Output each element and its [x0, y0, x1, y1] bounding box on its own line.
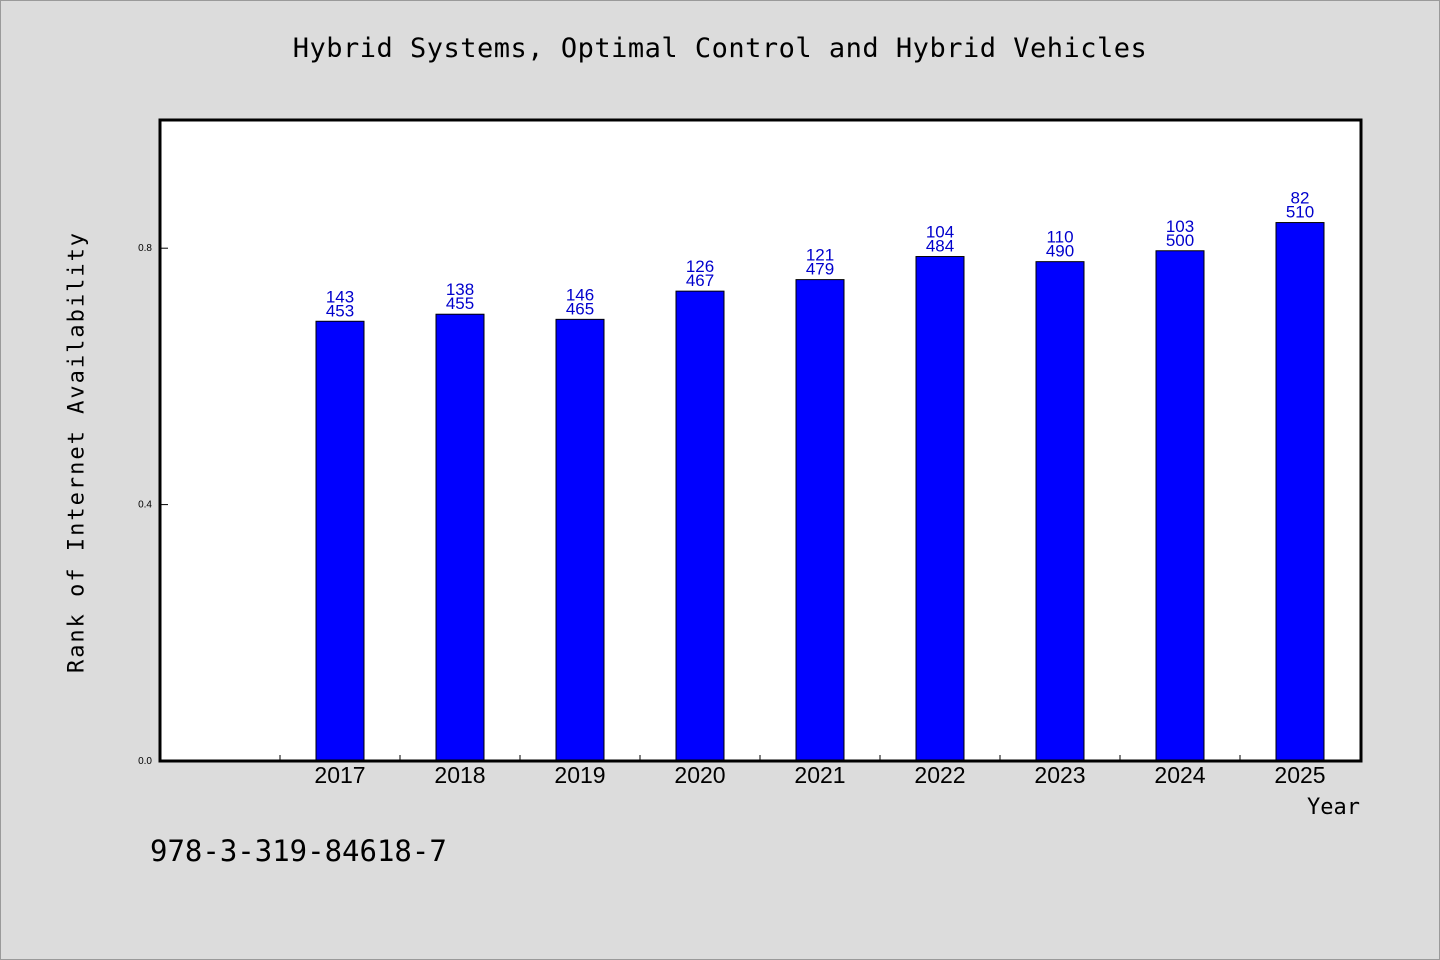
plot-border	[158, 118, 1363, 763]
bar-label-bottom-2020: 467	[686, 271, 714, 290]
x-tick-label-2024: 2024	[1154, 762, 1205, 788]
bar-label-top-2017: 143	[326, 287, 354, 306]
y-tick-label: 0.4	[138, 500, 152, 511]
bar-label-bottom-2025: 510	[1286, 203, 1314, 222]
bar-2025	[1275, 222, 1325, 762]
chart-title: Hybrid Systems, Optimal Control and Hybr…	[292, 33, 1148, 64]
bar-2018	[435, 313, 485, 762]
isbn-text: 978-3-319-84618-7	[150, 834, 447, 868]
bar-label-top-2019: 146	[566, 285, 594, 304]
bar-label-bottom-2017: 453	[326, 301, 354, 320]
bar-label-top-2024: 103	[1166, 217, 1194, 236]
bar-label-top-2020: 126	[686, 257, 714, 276]
bar-label-bottom-2024: 500	[1166, 231, 1194, 250]
bar-2019	[555, 318, 605, 762]
bar-2017	[315, 320, 365, 762]
x-tick-label-2018: 2018	[434, 762, 485, 788]
x-tick-label-2017: 2017	[314, 762, 365, 788]
bar-label-top-2018: 138	[446, 280, 474, 299]
x-tick-label-2022: 2022	[914, 762, 965, 788]
x-tick-label-2023: 2023	[1034, 762, 1085, 788]
bar-2024	[1155, 250, 1205, 762]
bar-2021	[795, 279, 845, 762]
x-axis-label: Year	[1307, 795, 1360, 820]
x-tick-label-2019: 2019	[554, 762, 605, 788]
bar-label-bottom-2019: 465	[566, 299, 594, 318]
bar-label-top-2021: 121	[806, 246, 834, 265]
x-tick-label-2025: 2025	[1274, 762, 1325, 788]
y-axis-label: Rank of Internet Availability	[64, 230, 90, 674]
ticks-layer: 2017 2018 2019 2020 2021 2022 2023 2024 2025 0.0 0…	[138, 243, 1361, 788]
y-tick-label: 0.8	[138, 243, 152, 254]
bar-label-bottom-2022: 484	[926, 237, 954, 256]
bar-label-bottom-2023: 490	[1046, 242, 1074, 261]
x-tick-label-2020: 2020	[674, 762, 725, 788]
bar-2022	[915, 256, 965, 762]
x-tick-label-2021: 2021	[794, 762, 845, 788]
bar-2020	[675, 290, 725, 762]
y-tick-label: 0.0	[138, 756, 152, 767]
bar-label-bottom-2018: 455	[446, 294, 474, 313]
bar-label-top-2022: 104	[926, 223, 954, 242]
bar-label-top-2023: 110	[1046, 228, 1073, 247]
bar-label-bottom-2021: 479	[806, 260, 834, 279]
bar-label-top-2025: 82	[1291, 189, 1310, 208]
bar-2023	[1035, 261, 1085, 762]
